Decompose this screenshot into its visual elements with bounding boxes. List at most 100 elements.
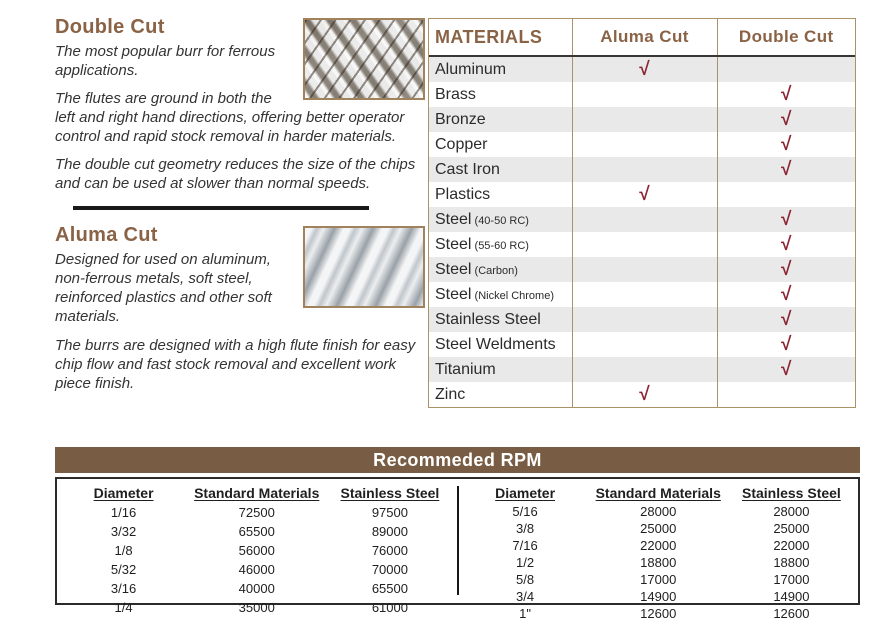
rpm-column-header: Standard Materials [595,485,721,501]
rpm-row: 3/4 14900 14900 [459,588,859,605]
double-cut-check-cell: √ [717,132,855,157]
aluma-cut-column-header: Aluma Cut [571,19,718,57]
rpm-right-half: Diameter Standard Materials Stainless Stee… [459,484,859,621]
double-cut-check-cell: √ [717,357,855,382]
materials-table: MATERIALS Aluma Cut Double Cut Aluminum √… [428,18,856,408]
aluma-cut-check-cell: √ [571,382,718,407]
rpm-diameter: 3/32 [110,524,137,539]
aluma-cut-check-cell: √ [571,182,718,207]
aluma-cut-section: Aluma Cut Designed for used on aluminum,… [55,224,425,392]
check-mark: √ [781,334,792,355]
material-name: Steel Weldments [435,335,556,353]
material-note: (40-50 RC) [471,214,529,227]
double-cut-check-cell: √ [717,157,855,182]
aluma-cut-check-cell [571,107,718,132]
rpm-value: 40000 [238,581,275,596]
rpm-diameter: 1/8 [114,543,133,558]
check-mark: √ [781,109,792,130]
rpm-value: 28000 [773,504,810,519]
check-mark: √ [781,134,792,155]
rpm-diameter: 1/16 [110,505,137,520]
rpm-diameter: 5/8 [516,572,535,587]
rpm-row: 1/8 56000 76000 [57,541,457,560]
check-mark: √ [781,284,792,305]
check-mark: √ [639,59,650,80]
rpm-value: 72500 [238,505,275,520]
material-name: Brass [435,85,476,103]
double-cut-check-cell: √ [717,207,855,232]
check-mark: √ [781,84,792,105]
material-name: Aluminum [429,56,572,82]
rpm-value: 76000 [371,543,408,558]
rpm-diameter: 5/32 [110,562,137,577]
material-name: Cast Iron [429,157,572,182]
rpm-diameter: 3/4 [516,589,535,604]
double-cut-check-cell: √ [717,82,855,107]
material-row: Steel (55-60 RC) √ [429,232,855,257]
rpm-vertical-divider [456,486,459,595]
rpm-value: 17000 [773,572,810,587]
aluma-cut-burr-photo [303,226,425,309]
rpm-value: 25000 [640,521,677,536]
material-name: Plastics [435,185,491,203]
aluma-cut-check-cell: √ [571,56,718,82]
aluma-cut-check-cell [571,207,718,232]
rpm-column-header: Standard Materials [194,485,320,501]
rpm-column-header: Stainless Steel [340,485,440,501]
aluma-cut-check-cell [571,132,718,157]
check-mark: √ [639,184,650,205]
rpm-value: 14900 [773,589,810,604]
rpm-row: 1/16 72500 97500 [57,503,457,522]
material-name: Steel (Carbon) [429,257,572,282]
aluma-cut-title: Aluma Cut [55,224,158,247]
rpm-diameter: 1" [519,606,531,621]
material-row: Copper √ [429,132,855,157]
double-cut-paragraph: The most popular burr for ferrous applic… [55,43,276,80]
double-cut-check-cell [717,382,855,407]
double-cut-paragraph: The double cut geometry reduces the size… [55,156,416,193]
rpm-diameter: 5/16 [512,504,538,519]
rpm-column-header: Diameter [495,485,556,501]
material-note: (55-60 RC) [471,239,529,252]
rpm-value: 22000 [640,538,677,553]
double-cut-check-cell: √ [717,307,855,332]
double-cut-check-cell: √ [717,332,855,357]
material-row: Steel (Carbon) √ [429,257,855,282]
material-row: Steel Weldments √ [429,332,855,357]
check-mark: √ [639,384,650,405]
materials-header-row: MATERIALS Aluma Cut Double Cut [429,19,855,57]
check-mark: √ [781,309,792,330]
aluma-cut-check-cell [571,282,718,307]
rpm-value: 61000 [371,600,408,615]
aluma-cut-check-cell [571,82,718,107]
check-mark: √ [781,359,792,380]
rpm-header-row: Diameter Standard Materials Stainless Stee… [57,484,457,503]
rpm-section: Recommeded RPM Diameter Standard Material… [55,447,860,621]
material-name: Titanium [429,357,572,382]
double-cut-check-cell: √ [717,282,855,307]
material-name: Bronze [429,107,572,132]
rpm-row: 1/4 35000 61000 [57,598,457,617]
material-row: Stainless Steel √ [429,307,855,332]
material-row: Aluminum √ [429,56,855,82]
rpm-title: Recommeded RPM [373,450,542,470]
rpm-value: 65500 [371,581,408,596]
double-cut-paragraph: The flutes are ground in both the left a… [55,90,405,146]
rpm-row: 7/16 22000 22000 [459,537,859,554]
aluma-cut-check-cell [571,232,718,257]
material-row: Cast Iron √ [429,157,855,182]
check-mark: √ [781,234,792,255]
rpm-value: 65500 [238,524,275,539]
burr-descriptions: Double Cut The most popular burr for fer… [55,16,425,402]
rpm-row: 3/32 65500 89000 [57,522,457,541]
rpm-value: 12600 [773,606,810,621]
rpm-value: 46000 [238,562,275,577]
rpm-diameter: 1/4 [114,600,133,615]
rpm-header-row: Diameter Standard Materials Stainless Stee… [459,484,859,503]
material-row: Brass √ [429,82,855,107]
rpm-value: 97500 [371,505,408,520]
material-note: (Nickel Chrome) [471,289,554,302]
rpm-row: 1/2 18800 18800 [459,554,859,571]
rpm-row: 3/8 25000 25000 [459,520,859,537]
